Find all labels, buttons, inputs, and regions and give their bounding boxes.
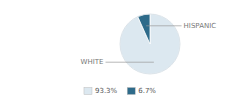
legend: 93.3% 6.7% [84, 87, 156, 95]
slice-label: HISPANIC [184, 22, 217, 30]
pie-slice [138, 14, 150, 44]
legend-label: 93.3% [95, 87, 118, 95]
legend-label: 6.7% [138, 87, 156, 95]
leader-line [106, 62, 154, 63]
pie-slice [120, 14, 180, 74]
legend-swatch [84, 88, 92, 95]
leader-line [146, 25, 181, 26]
pie [120, 14, 180, 74]
legend-swatch [127, 88, 135, 95]
annotations: WHITE HISPANIC [81, 22, 217, 66]
chart: WHITE HISPANIC 93.3% 6.7% [0, 0, 240, 100]
slice-label: WHITE [81, 58, 104, 66]
pie-outline [120, 14, 180, 74]
